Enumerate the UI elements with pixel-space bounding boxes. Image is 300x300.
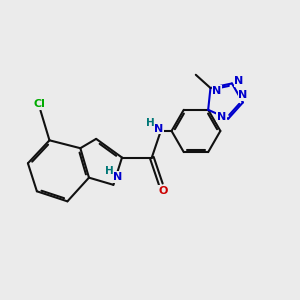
Text: H: H [105,166,113,176]
Text: N: N [212,86,222,96]
Text: H: H [146,118,154,128]
Text: N: N [154,124,163,134]
Text: Cl: Cl [33,99,45,109]
Text: O: O [158,186,168,196]
Text: N: N [238,90,248,100]
Text: N: N [235,76,244,86]
Text: N: N [113,172,122,182]
Text: N: N [217,112,226,122]
